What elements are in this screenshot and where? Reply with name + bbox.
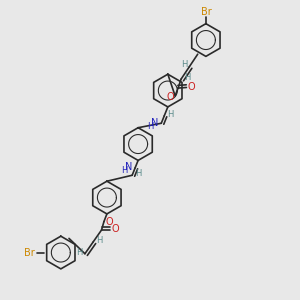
Text: H: H: [121, 166, 127, 175]
Text: H: H: [96, 236, 102, 245]
Text: N: N: [151, 118, 158, 128]
Text: H: H: [181, 60, 187, 69]
Text: O: O: [111, 224, 119, 234]
Text: H: H: [167, 110, 173, 119]
Text: H: H: [184, 73, 191, 82]
Text: Br: Br: [200, 8, 211, 17]
Text: H: H: [147, 122, 154, 131]
Text: O: O: [188, 82, 196, 92]
Text: H: H: [76, 248, 83, 257]
Text: H: H: [135, 169, 141, 178]
Text: O: O: [167, 92, 174, 102]
Text: O: O: [106, 217, 113, 227]
Text: Br: Br: [24, 248, 34, 257]
Text: N: N: [125, 162, 132, 172]
